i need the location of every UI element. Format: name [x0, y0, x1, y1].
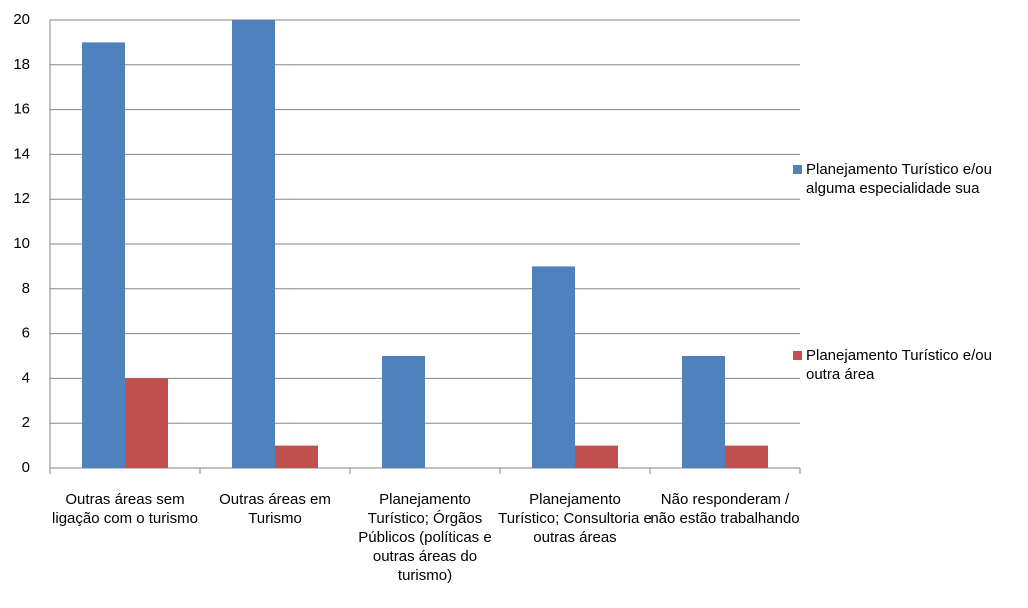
bar: [682, 356, 725, 468]
y-tick-label: 4: [22, 369, 30, 386]
y-tick-label: 20: [13, 11, 30, 28]
bar: [725, 445, 768, 468]
bar: [232, 20, 275, 468]
bar: [532, 266, 575, 468]
x-tick-label: Não responderam / não estão trabalhando: [650, 491, 800, 527]
y-tick-label: 6: [22, 325, 30, 342]
bar: [575, 445, 618, 468]
y-tick-label: 0: [22, 459, 30, 476]
legend-label: Planejamento Turístico e/ou outra área: [806, 347, 992, 383]
x-tick-label: Planejamento Turístico; Órgãos Públicos …: [358, 491, 492, 584]
y-tick-label: 18: [13, 56, 30, 73]
legend-swatch: [793, 165, 802, 174]
y-tick-label: 10: [13, 235, 30, 252]
y-tick-label: 12: [13, 190, 30, 207]
bar: [125, 378, 168, 468]
y-tick-label: 14: [13, 145, 30, 162]
bar: [275, 445, 318, 468]
bar: [382, 356, 425, 468]
legend-swatch: [793, 351, 802, 360]
y-tick-label: 16: [13, 101, 30, 118]
bar: [82, 42, 125, 469]
y-tick-label: 2: [22, 414, 30, 431]
legend-label: Planejamento Turístico e/ou alguma espec…: [806, 161, 992, 197]
x-tick-label: Outras áreas em Turismo: [219, 491, 331, 527]
x-tick-label: Planejamento Turístico; Consultoria e ou…: [498, 491, 652, 546]
y-tick-label: 8: [22, 280, 30, 297]
x-tick-label: Outras áreas sem ligação com o turismo: [52, 491, 198, 527]
